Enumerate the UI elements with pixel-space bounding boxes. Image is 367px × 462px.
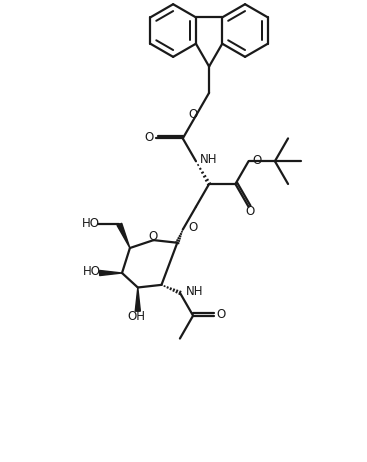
Text: O: O xyxy=(246,205,255,218)
Text: NH: NH xyxy=(200,153,218,166)
Text: HO: HO xyxy=(82,217,100,230)
Text: O: O xyxy=(252,153,261,167)
Polygon shape xyxy=(117,223,130,248)
Text: O: O xyxy=(188,221,197,234)
Text: HO: HO xyxy=(83,265,101,279)
Text: O: O xyxy=(148,230,157,243)
Polygon shape xyxy=(135,287,140,311)
Text: O: O xyxy=(145,131,154,144)
Polygon shape xyxy=(99,270,122,275)
Text: O: O xyxy=(216,308,225,321)
Text: OH: OH xyxy=(128,310,146,323)
Text: NH: NH xyxy=(185,285,203,298)
Text: O: O xyxy=(188,108,198,121)
